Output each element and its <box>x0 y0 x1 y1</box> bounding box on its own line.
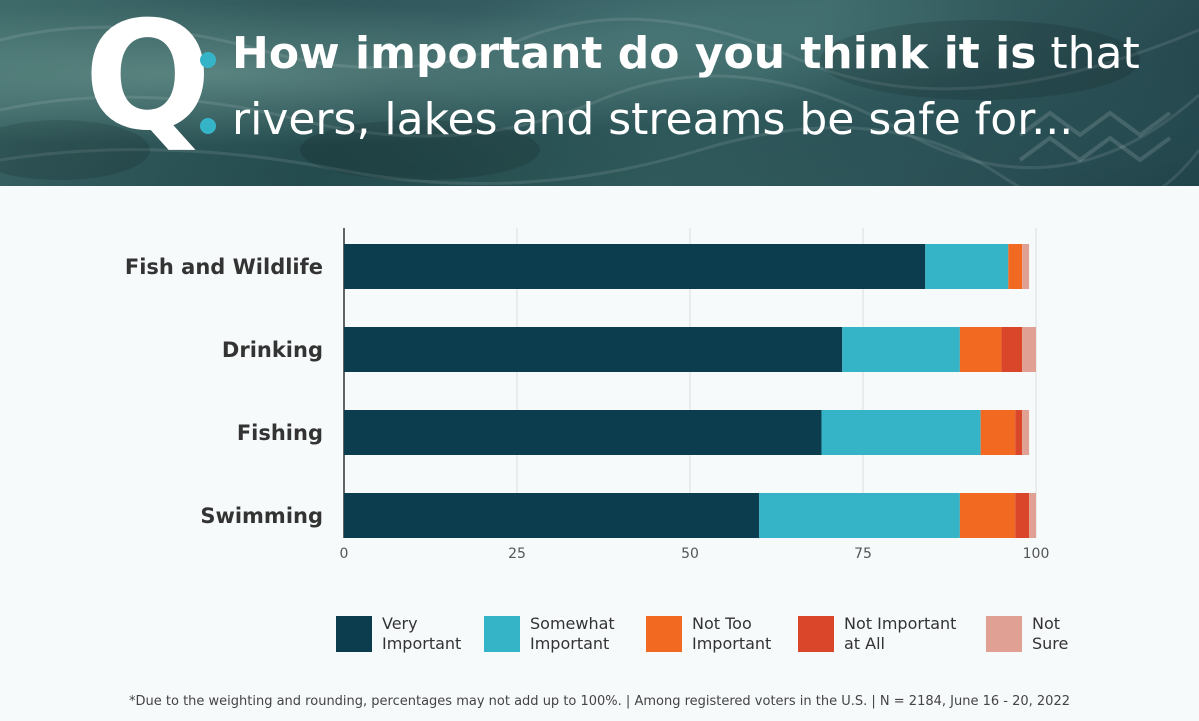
bar-segment <box>344 410 822 455</box>
header-banner: Q How important do you think it is that … <box>0 0 1199 186</box>
bar-segment <box>1029 493 1036 538</box>
bar-segment <box>759 493 960 538</box>
bar-segment <box>959 327 1002 372</box>
bar-segment <box>344 244 926 289</box>
x-tick-label: 25 <box>508 546 526 562</box>
bar-segment <box>344 327 843 372</box>
bar-segment <box>1008 244 1023 289</box>
legend-swatch <box>646 616 682 652</box>
legend-swatch <box>798 616 834 652</box>
bar-segment <box>959 493 1016 538</box>
stacked-bar-chart: 0 25 50 75 100 Fish and Wildlife Drinking Fishi… <box>0 186 1199 646</box>
footnote: *Due to the weighting and rounding, perc… <box>129 694 1070 709</box>
bar-segment <box>1022 410 1030 455</box>
chart-legend: Very Important Somewhat Important Not Too … <box>0 614 1199 658</box>
accent-dot-1 <box>200 52 216 68</box>
category-label: Swimming <box>200 503 323 528</box>
water-texture <box>0 17 1199 186</box>
bar-segment <box>1022 244 1030 289</box>
title-bold: How important do you think it is <box>232 28 1037 79</box>
legend-label: Not Too Important <box>692 614 772 653</box>
legend-label: Not Important at All <box>844 614 957 653</box>
category-label: Drinking <box>221 337 323 362</box>
bar-segment <box>1015 410 1023 455</box>
legend-label: Very Important <box>382 614 462 653</box>
bar-segment <box>842 327 960 372</box>
title-line-2: rivers, lakes and streams be safe for... <box>232 94 1074 145</box>
legend-label: Not Sure <box>1032 614 1069 653</box>
bar-segment <box>980 410 1016 455</box>
bar-segment <box>1015 493 1030 538</box>
accent-dot-2 <box>200 118 216 134</box>
x-tick-label: 75 <box>854 546 872 562</box>
category-label: Fish and Wildlife <box>124 254 323 279</box>
legend-swatch <box>986 616 1022 652</box>
bar-segment <box>821 410 981 455</box>
legend-swatch <box>484 616 520 652</box>
x-tick-label: 0 <box>339 546 349 562</box>
x-tick-label: 100 <box>1022 546 1050 562</box>
bar-segment <box>1001 327 1023 372</box>
title-rest: that <box>1036 28 1140 79</box>
title-line-1: How important do you think it is that <box>232 26 1140 82</box>
bar-segment <box>344 493 760 538</box>
category-label: Fishing <box>236 420 323 445</box>
q-logo: Q <box>84 2 234 164</box>
q-letter: Q <box>84 0 212 164</box>
chart-canvas <box>343 228 1037 538</box>
x-tick-label: 50 <box>681 546 699 562</box>
legend-label: Somewhat Important <box>530 614 615 653</box>
bar-segment <box>1022 327 1036 372</box>
legend-swatch <box>336 616 372 652</box>
bar-segment <box>925 244 1009 289</box>
